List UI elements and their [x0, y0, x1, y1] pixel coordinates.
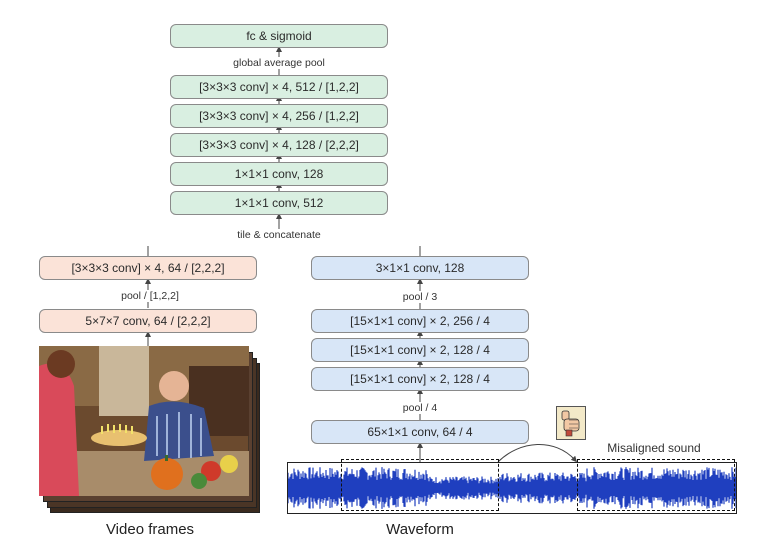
- conv-256-box: [3×3×3 conv] × 4, 256 / [1,2,2]: [170, 104, 388, 128]
- waveform-signal: [287, 467, 737, 509]
- video-conv-top-box: [3×3×3 conv] × 4, 64 / [2,2,2]: [39, 256, 257, 280]
- waveform-caption: Waveform: [386, 521, 454, 538]
- audio-conv3-label: 3×1×1 conv, 128: [375, 261, 465, 275]
- misaligned-sound-label: Misaligned sound: [605, 441, 703, 455]
- conv-256-label: [3×3×3 conv] × 4, 256 / [1,2,2]: [199, 109, 359, 123]
- audio-conv65-box: 65×1×1 conv, 64 / 4: [311, 420, 529, 444]
- conv1-128-label: 1×1×1 conv, 128: [234, 167, 324, 181]
- conv1-512-box: 1×1×1 conv, 512: [170, 191, 388, 215]
- audio-conv128a-box: [15×1×1 conv] × 2, 128 / 4: [311, 338, 529, 362]
- video-conv-top-label: [3×3×3 conv] × 4, 64 / [2,2,2]: [71, 261, 225, 275]
- video-frame-front: [39, 346, 249, 496]
- global-average-pool-label: global average pool: [231, 57, 327, 69]
- conv-128-box: [3×3×3 conv] × 4, 128 / [2,2,2]: [170, 133, 388, 157]
- video-conv-bottom-box: 5×7×7 conv, 64 / [2,2,2]: [39, 309, 257, 333]
- audio-conv128b-label: [15×1×1 conv] × 2, 128 / 4: [350, 372, 490, 386]
- audio-conv128b-box: [15×1×1 conv] × 2, 128 / 4: [311, 367, 529, 391]
- video-pool-label: pool / [1,2,2]: [119, 290, 181, 302]
- fc-sigmoid-label: fc & sigmoid: [246, 29, 312, 43]
- audio-conv3-box: 3×1×1 conv, 128: [311, 256, 529, 280]
- conv-512-box: [3×3×3 conv] × 4, 512 / [1,2,2]: [170, 75, 388, 99]
- aligned-window-dashed-box: [341, 459, 499, 511]
- audio-conv65-label: 65×1×1 conv, 64 / 4: [367, 425, 473, 439]
- misaligned-window-dashed-box: [577, 459, 735, 511]
- waveform-frame: [287, 462, 737, 514]
- fc-sigmoid-box: fc & sigmoid: [170, 24, 388, 48]
- misalign-curve-arrow: [497, 444, 578, 463]
- audio-conv256-box: [15×1×1 conv] × 2, 256 / 4: [311, 309, 529, 333]
- conv-512-label: [3×3×3 conv] × 4, 512 / [1,2,2]: [199, 80, 359, 94]
- thumbs-down-hand-icon: [556, 406, 586, 440]
- audio-pool3-label: pool / 3: [400, 291, 440, 303]
- audio-conv256-label: [15×1×1 conv] × 2, 256 / 4: [350, 314, 490, 328]
- audio-pool4-label: pool / 4: [400, 402, 440, 414]
- conv-128-label: [3×3×3 conv] × 4, 128 / [2,2,2]: [199, 138, 359, 152]
- waveform-plot: [287, 467, 737, 509]
- conv1-512-label: 1×1×1 conv, 512: [234, 196, 324, 210]
- tile-concatenate-label: tile & concatenate: [235, 229, 323, 241]
- video-conv-bottom-label: 5×7×7 conv, 64 / [2,2,2]: [85, 314, 211, 328]
- audio-conv128a-label: [15×1×1 conv] × 2, 128 / 4: [350, 343, 490, 357]
- conv1-128-box: 1×1×1 conv, 128: [170, 162, 388, 186]
- video-frames-caption: Video frames: [105, 521, 195, 538]
